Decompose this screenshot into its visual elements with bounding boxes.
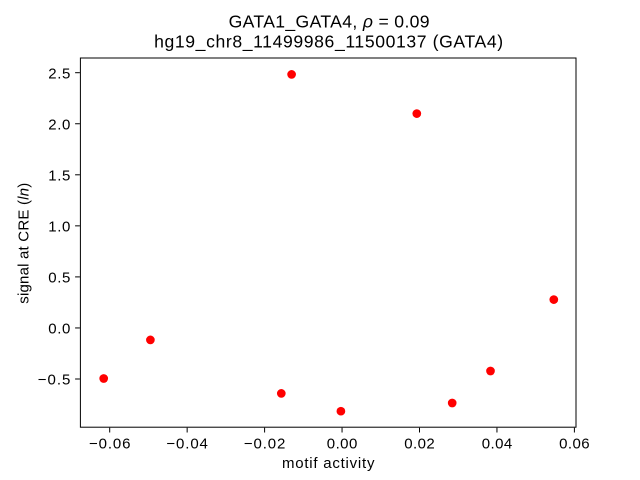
svg-text:hg19_chr8_11499986_11500137 (G: hg19_chr8_11499986_11500137 (GATA4): [154, 32, 503, 53]
svg-text:−0.5: −0.5: [38, 372, 71, 389]
svg-text:motif activity: motif activity: [282, 455, 375, 472]
svg-text:−0.06: −0.06: [89, 435, 131, 452]
svg-text:0.04: 0.04: [482, 435, 513, 452]
svg-text:−0.02: −0.02: [244, 435, 286, 452]
svg-text:0.0: 0.0: [48, 321, 70, 338]
svg-text:0.00: 0.00: [327, 435, 358, 452]
svg-text:2.0: 2.0: [48, 116, 70, 133]
svg-text:−0.04: −0.04: [166, 435, 208, 452]
svg-text:0.06: 0.06: [559, 435, 590, 452]
svg-text:1.5: 1.5: [48, 167, 70, 184]
svg-text:1.0: 1.0: [48, 218, 70, 235]
svg-text:0.5: 0.5: [48, 270, 70, 287]
svg-text:signal at CRE (ln): signal at CRE (ln): [16, 183, 33, 304]
svg-text:GATA1_GATA4, ρ = 0.09: GATA1_GATA4, ρ = 0.09: [229, 12, 430, 33]
svg-text:2.5: 2.5: [48, 65, 70, 82]
svg-text:0.02: 0.02: [404, 435, 435, 452]
